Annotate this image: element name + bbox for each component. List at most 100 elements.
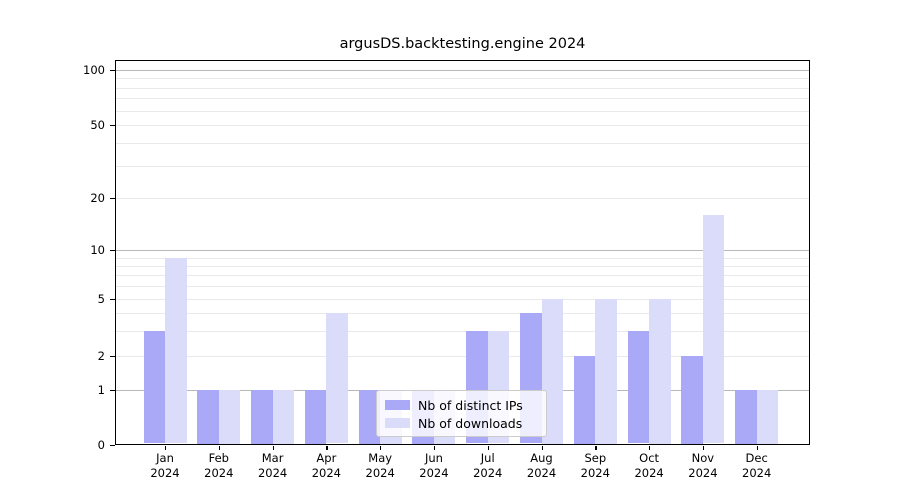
gridline-minor xyxy=(116,87,809,89)
x-tick-month: Mar xyxy=(261,451,284,465)
y-tick-label: 100 xyxy=(83,63,105,77)
gridline-minor xyxy=(116,78,809,80)
x-tick-label: Oct 2024 xyxy=(617,451,681,480)
x-tick-label: Jul 2024 xyxy=(456,451,520,480)
gridline-minor xyxy=(116,98,809,100)
legend-swatch-distinct-ips xyxy=(385,400,410,410)
x-tick-mark xyxy=(595,445,597,450)
x-tick-month: May xyxy=(368,451,393,465)
x-tick-year: 2024 xyxy=(688,465,718,480)
x-tick-label: Dec 2024 xyxy=(725,451,789,480)
legend-entry-distinct-ips: Nb of distinct IPs xyxy=(385,396,538,414)
x-tick-month: Jul xyxy=(480,451,495,465)
y-tick-mark xyxy=(110,390,115,392)
x-tick-month: Oct xyxy=(639,451,660,465)
x-tick-year: 2024 xyxy=(311,465,341,480)
gridline-minor xyxy=(116,257,809,259)
x-tick-year: 2024 xyxy=(257,465,288,480)
y-tick-label: 20 xyxy=(90,191,105,206)
bar-downloads xyxy=(595,299,617,444)
plot-area xyxy=(115,60,810,445)
y-tick-label: 5 xyxy=(97,292,105,306)
x-tick-mark xyxy=(702,445,705,450)
x-tick-label: Aug 2024 xyxy=(510,451,574,480)
x-tick-mark xyxy=(756,445,758,450)
x-tick-month: Feb xyxy=(208,451,229,465)
gridline-minor xyxy=(116,165,809,167)
bar-downloads xyxy=(649,299,671,444)
y-tick-label: 50 xyxy=(90,118,105,132)
x-tick-month: Sep xyxy=(584,451,607,465)
bar-downloads xyxy=(165,257,187,444)
x-tick-label: Mar 2024 xyxy=(241,451,305,480)
y-tick-mark xyxy=(110,198,115,200)
bar-downloads xyxy=(326,312,348,444)
legend-entry-downloads: Nb of downloads xyxy=(385,414,538,432)
x-tick-year: 2024 xyxy=(742,465,772,480)
x-tick-label: Jun 2024 xyxy=(402,451,466,480)
bar-downloads xyxy=(702,215,725,444)
y-tick-mark xyxy=(110,250,115,252)
x-tick-label: Feb 2024 xyxy=(187,451,251,480)
x-tick-year: 2024 xyxy=(419,465,449,480)
x-tick-year: 2024 xyxy=(634,465,664,480)
x-tick-mark xyxy=(487,445,489,450)
x-tick-mark xyxy=(165,445,167,450)
bar-distinct-ips xyxy=(304,390,327,444)
gridline-minor xyxy=(116,265,809,267)
legend-swatch-downloads xyxy=(385,418,410,428)
x-tick-mark xyxy=(649,445,651,450)
y-tick-label: 1 xyxy=(97,383,105,397)
y-tick-mark xyxy=(110,299,115,301)
gridline-minor xyxy=(116,142,809,144)
x-tick-year: 2024 xyxy=(580,465,610,480)
y-tick-mark xyxy=(110,356,115,358)
gridline-major xyxy=(116,250,809,252)
gridline-minor xyxy=(116,198,809,200)
x-tick-mark xyxy=(218,445,220,450)
y-tick-label: 0 xyxy=(97,437,105,452)
x-tick-month: Aug xyxy=(530,451,553,465)
chart-title: argusDS.backtesting.engine 2024 xyxy=(339,36,586,52)
legend: Nb of distinct IPs Nb of downloads xyxy=(376,390,547,437)
gridline-minor xyxy=(116,299,809,300)
y-tick-mark xyxy=(110,70,115,72)
legend-label-downloads: Nb of downloads xyxy=(418,415,523,431)
x-tick-label: Apr 2024 xyxy=(294,451,358,480)
x-tick-mark xyxy=(541,445,543,450)
x-tick-year: 2024 xyxy=(150,465,180,480)
x-tick-year: 2024 xyxy=(473,465,503,480)
x-tick-label: Nov 2024 xyxy=(671,451,735,480)
x-tick-mark xyxy=(380,445,382,450)
x-tick-label: Jan 2024 xyxy=(133,451,197,480)
x-tick-label: May 2024 xyxy=(348,451,412,480)
gridline-minor xyxy=(116,356,809,357)
gridline-minor xyxy=(116,110,809,112)
x-tick-month: Jun xyxy=(424,451,443,465)
x-tick-month: Jan xyxy=(156,451,174,465)
bar-distinct-ips xyxy=(681,356,703,444)
bar-distinct-ips xyxy=(573,356,596,444)
bar-downloads xyxy=(218,390,241,444)
y-tick-label: 2 xyxy=(97,349,105,363)
gridline-minor xyxy=(116,330,809,332)
bar-distinct-ips xyxy=(735,390,757,444)
x-tick-year: 2024 xyxy=(526,465,557,480)
x-tick-month: Dec xyxy=(745,451,768,465)
bar-distinct-ips xyxy=(627,330,650,444)
y-tick-mark xyxy=(110,444,115,446)
x-tick-month: Apr xyxy=(316,451,337,465)
gridline-minor xyxy=(116,275,809,277)
x-tick-mark xyxy=(326,445,328,450)
x-tick-year: 2024 xyxy=(365,465,395,480)
x-tick-label: Sep 2024 xyxy=(563,451,627,480)
y-tick-mark xyxy=(110,125,115,127)
gridline-minor xyxy=(116,125,809,126)
gridline-major xyxy=(116,70,809,71)
gridline-minor xyxy=(116,312,809,314)
bar-downloads xyxy=(756,390,779,444)
bar-downloads xyxy=(272,390,295,444)
bar-distinct-ips xyxy=(143,330,165,444)
x-tick-year: 2024 xyxy=(204,465,234,480)
